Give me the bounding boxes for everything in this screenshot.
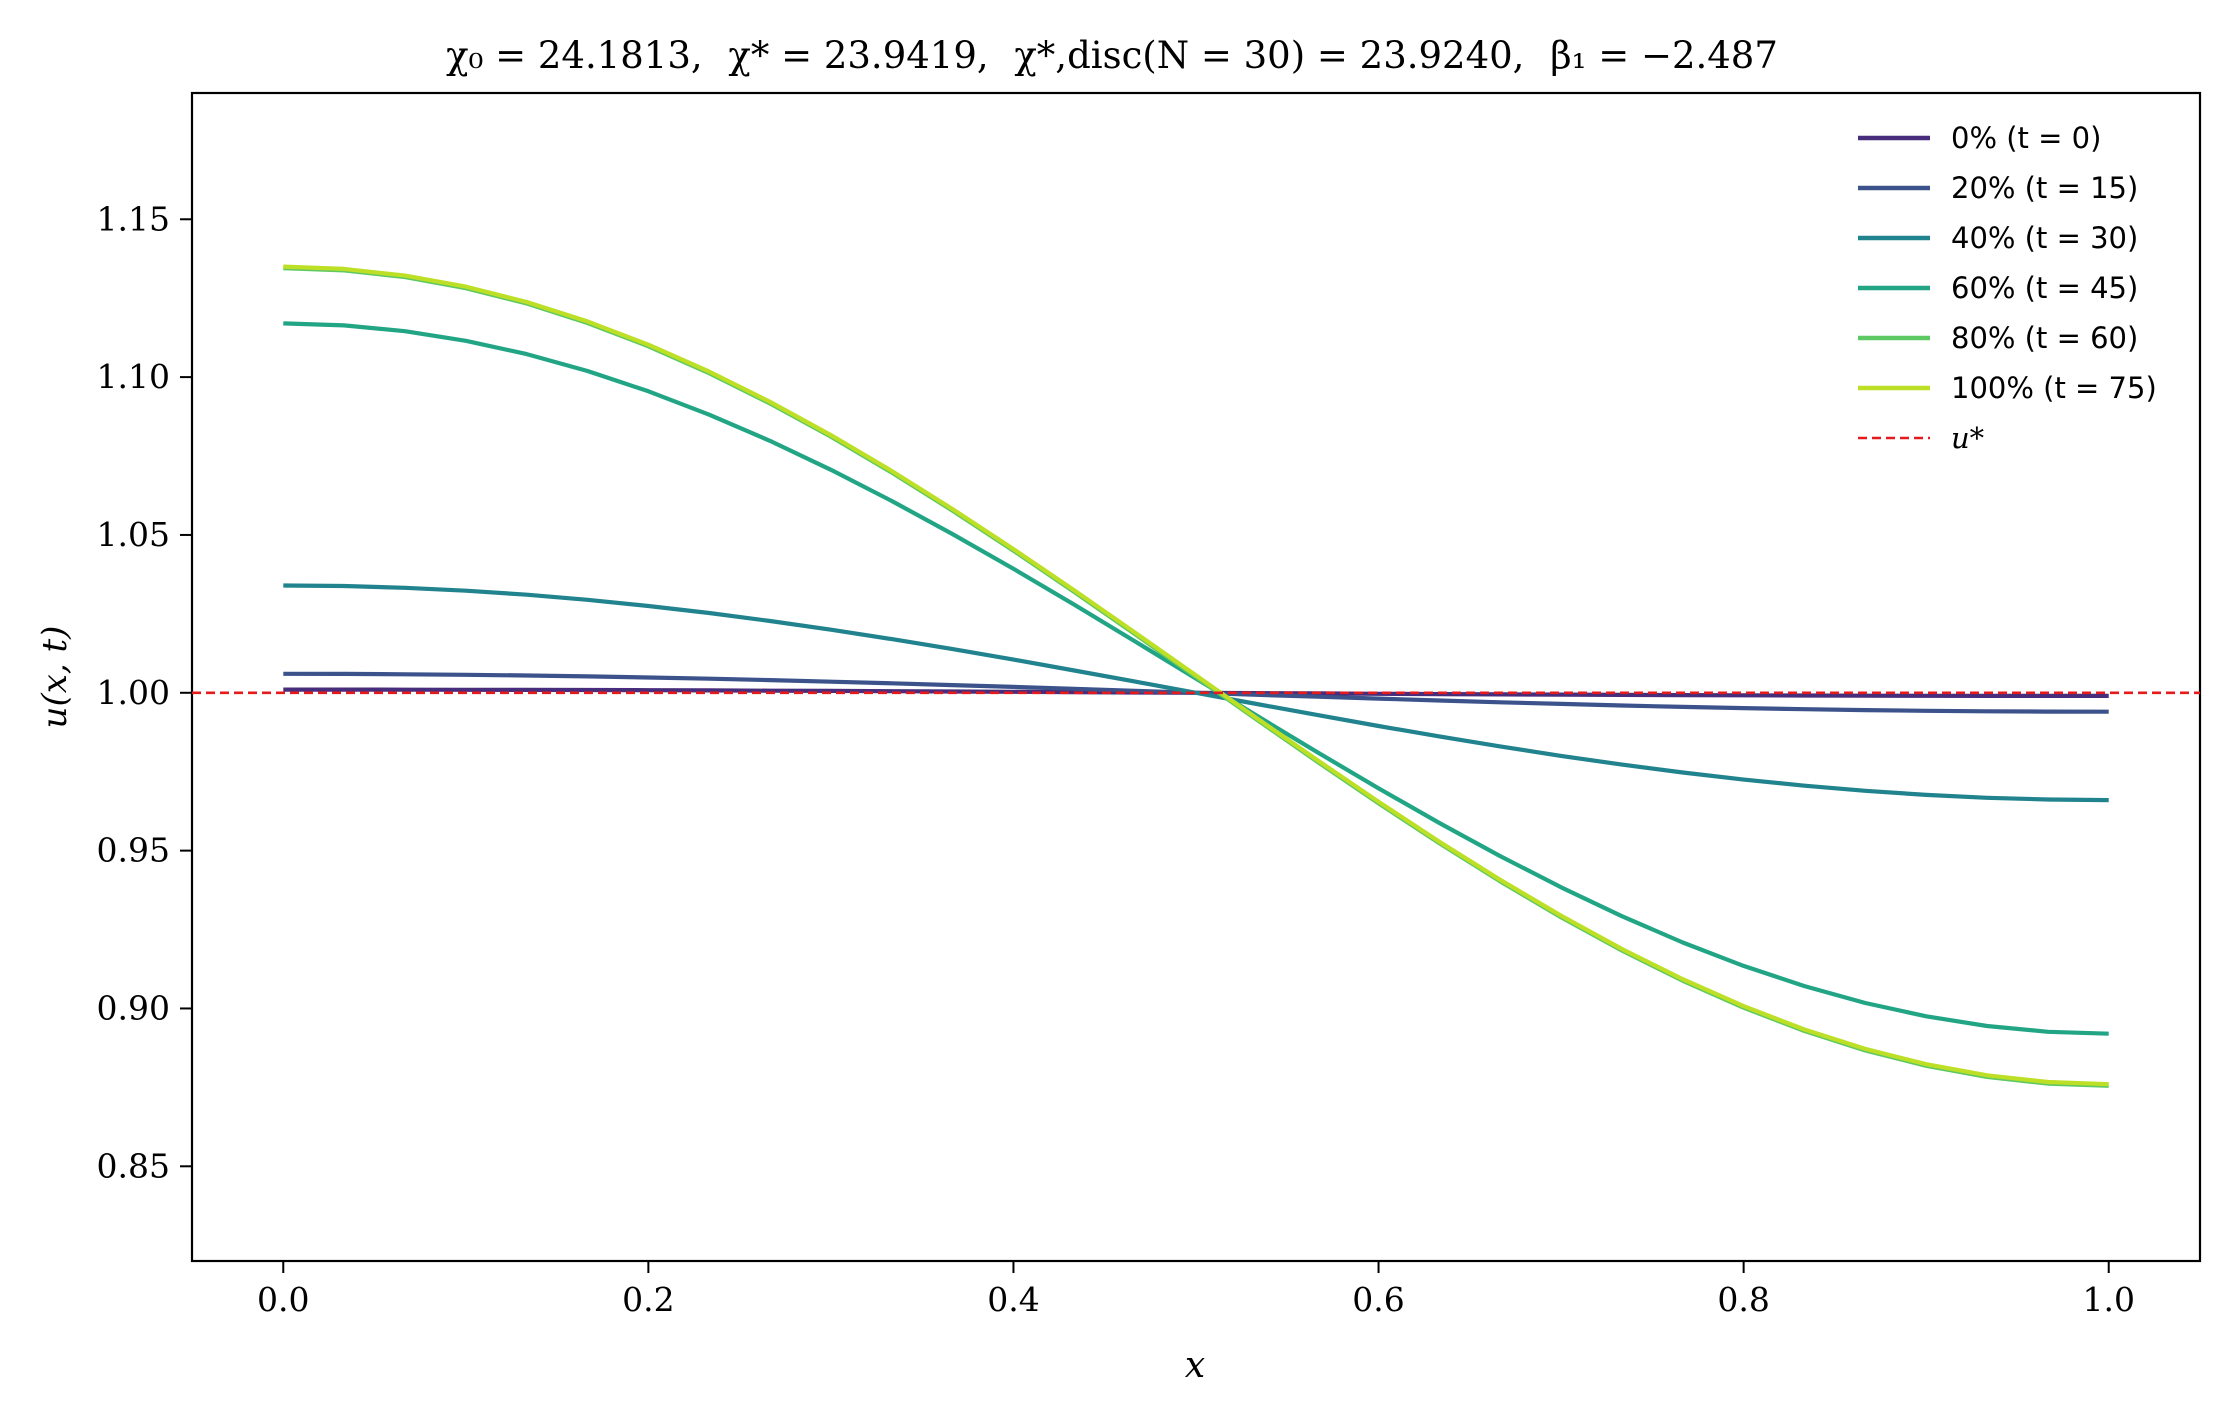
legend: 0% (t = 0) 20% (t = 15) 40% (t = 30) 60% (t… — [1858, 121, 2157, 455]
y-axis-ticks: 0.85 0.90 0.95 1.00 1.05 1.10 1.15 — [97, 199, 192, 1185]
x-tick-label: 0.8 — [1717, 1280, 1769, 1319]
x-tick-label: 0.6 — [1352, 1280, 1404, 1319]
series-line — [283, 264, 2109, 1087]
legend-label: 40% (t = 30) — [1951, 221, 2138, 255]
legend-label: 0% (t = 0) — [1951, 121, 2101, 155]
legend-label: 80% (t = 60) — [1951, 321, 2138, 355]
y-axis-label: u(x, t) — [35, 626, 75, 729]
chart-title: χ₀ = 24.1813, χ* = 23.9419, χ*,disc(N = … — [446, 34, 1778, 77]
y-tick-label: 1.00 — [97, 673, 170, 712]
legend-label: 60% (t = 45) — [1951, 271, 2138, 305]
y-tick-label: 0.85 — [97, 1146, 170, 1185]
y-tick-label: 0.90 — [97, 988, 170, 1027]
x-tick-label: 0.2 — [622, 1280, 674, 1319]
legend-label: 20% (t = 15) — [1951, 171, 2138, 205]
x-axis-label: x — [1185, 1345, 1205, 1386]
title-part-chi0: χ₀ = 24.1813, — [446, 34, 703, 77]
x-axis-ticks: 0.0 0.2 0.4 0.6 0.8 1.0 — [257, 1261, 2135, 1319]
title-part-chidisc: χ*,disc(N = 30) = 23.9240, — [1014, 34, 1524, 77]
x-tick-label: 1.0 — [2082, 1280, 2134, 1319]
y-tick-label: 1.10 — [97, 357, 170, 396]
x-tick-label: 0.4 — [987, 1280, 1039, 1319]
plot-frame — [190, 91, 2202, 1263]
series-layer — [283, 264, 2109, 1088]
y-tick-label: 1.15 — [97, 199, 170, 238]
title-part-beta1: β₁ = −2.487 — [1550, 34, 1778, 77]
title-part-chistar: χ* = 23.9419, — [728, 34, 988, 77]
series-line — [283, 583, 2109, 803]
y-tick-label: 1.05 — [97, 515, 170, 554]
x-tick-label: 0.0 — [257, 1280, 309, 1319]
legend-label: 100% (t = 75) — [1951, 371, 2157, 405]
legend-label: u* — [1951, 421, 1985, 455]
y-tick-label: 0.95 — [97, 831, 170, 870]
